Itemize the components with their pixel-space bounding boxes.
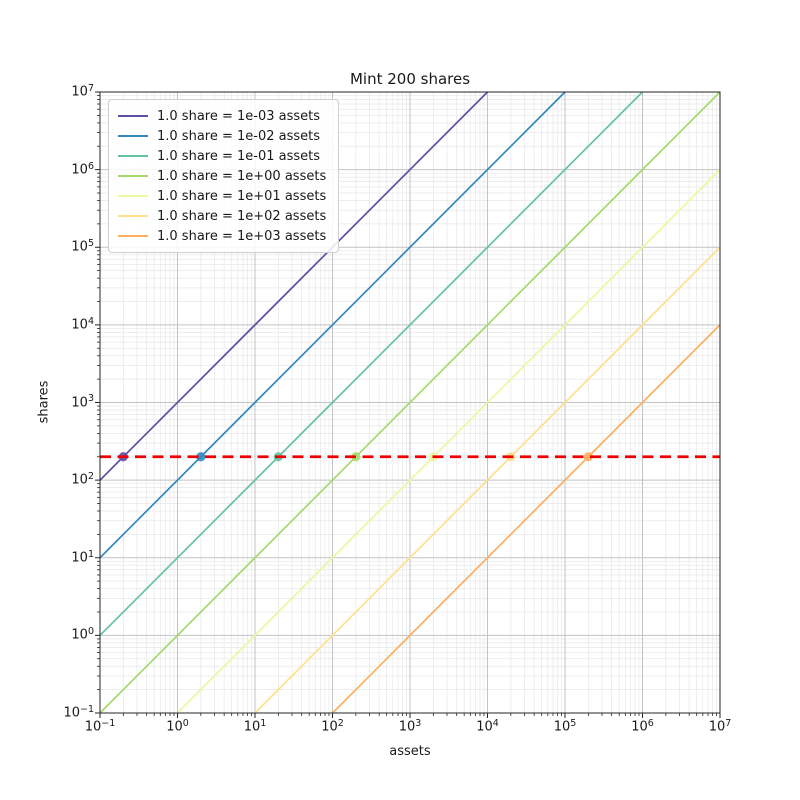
series-line-3	[99, 91, 721, 714]
legend-line-swatch	[118, 195, 148, 197]
y-tick-label: 107	[71, 82, 94, 100]
series-line-0	[99, 91, 489, 481]
legend-line-swatch	[118, 175, 148, 177]
y-tick-label: 104	[71, 315, 94, 333]
y-tick-label: 103	[71, 393, 94, 410]
series-line-6	[331, 324, 721, 714]
x-tick-label: 101	[243, 717, 267, 735]
legend-entry-label: 1.0 share = 1e+00 assets	[157, 168, 327, 184]
x-tick-label: 107	[708, 717, 732, 735]
legend-line-swatch	[118, 115, 148, 117]
legend-entry-2: 1.0 share = 1e-01 assets	[118, 146, 326, 166]
x-tick-label: 102	[321, 717, 344, 735]
legend-line-swatch	[118, 135, 148, 137]
legend-line-swatch	[118, 235, 148, 237]
legend-line-swatch	[118, 155, 148, 157]
y-tick-label: 10−1	[63, 703, 94, 721]
legend-entry-3: 1.0 share = 1e+00 assets	[118, 166, 326, 186]
y-tick-label: 102	[71, 471, 94, 488]
legend: 1.0 share = 1e-03 assets 1.0 share = 1e-0…	[108, 99, 340, 253]
marker-dot-1	[196, 452, 206, 462]
chart-title: Mint 200 shares	[349, 70, 471, 88]
legend-entry-label: 1.0 share = 1e+03 assets	[157, 228, 327, 244]
marker-dot-6	[583, 452, 593, 462]
x-tick-label: 100	[166, 717, 189, 735]
legend-entry-label: 1.0 share = 1e-03 assets	[157, 108, 321, 124]
legend-entry-6: 1.0 share = 1e+03 assets	[118, 226, 326, 246]
legend-line-swatch	[118, 215, 148, 217]
legend-entry-label: 1.0 share = 1e-02 assets	[157, 128, 321, 144]
series-line-2	[99, 91, 644, 636]
legend-entry-label: 1.0 share = 1e+02 assets	[157, 208, 327, 224]
y-tick-label: 106	[71, 160, 94, 177]
x-tick-label: 10−1	[84, 717, 116, 735]
y-tick-label: 100	[71, 626, 94, 643]
y-tick-label: 105	[71, 238, 94, 255]
legend-entry-label: 1.0 share = 1e+01 assets	[157, 188, 327, 204]
legend-entry-label: 1.0 share = 1e-01 assets	[157, 148, 321, 164]
legend-entry-0: 1.0 share = 1e-03 assets	[118, 106, 326, 126]
x-tick-label: 104	[476, 717, 499, 735]
legend-entry-1: 1.0 share = 1e-02 assets	[118, 126, 326, 146]
legend-entry-5: 1.0 share = 1e+02 assets	[118, 206, 326, 226]
series-line-1	[99, 91, 566, 559]
legend-entry-4: 1.0 share = 1e+01 assets	[118, 186, 326, 206]
x-tick-label: 106	[631, 717, 654, 735]
x-axis-label: assets	[389, 744, 431, 759]
series-line-5	[254, 246, 721, 714]
axes-spines	[99, 91, 721, 714]
x-tick-label: 105	[553, 717, 577, 735]
series-line-4	[176, 169, 721, 714]
x-tick-label: 103	[398, 717, 422, 735]
y-tick-label: 101	[71, 548, 94, 566]
